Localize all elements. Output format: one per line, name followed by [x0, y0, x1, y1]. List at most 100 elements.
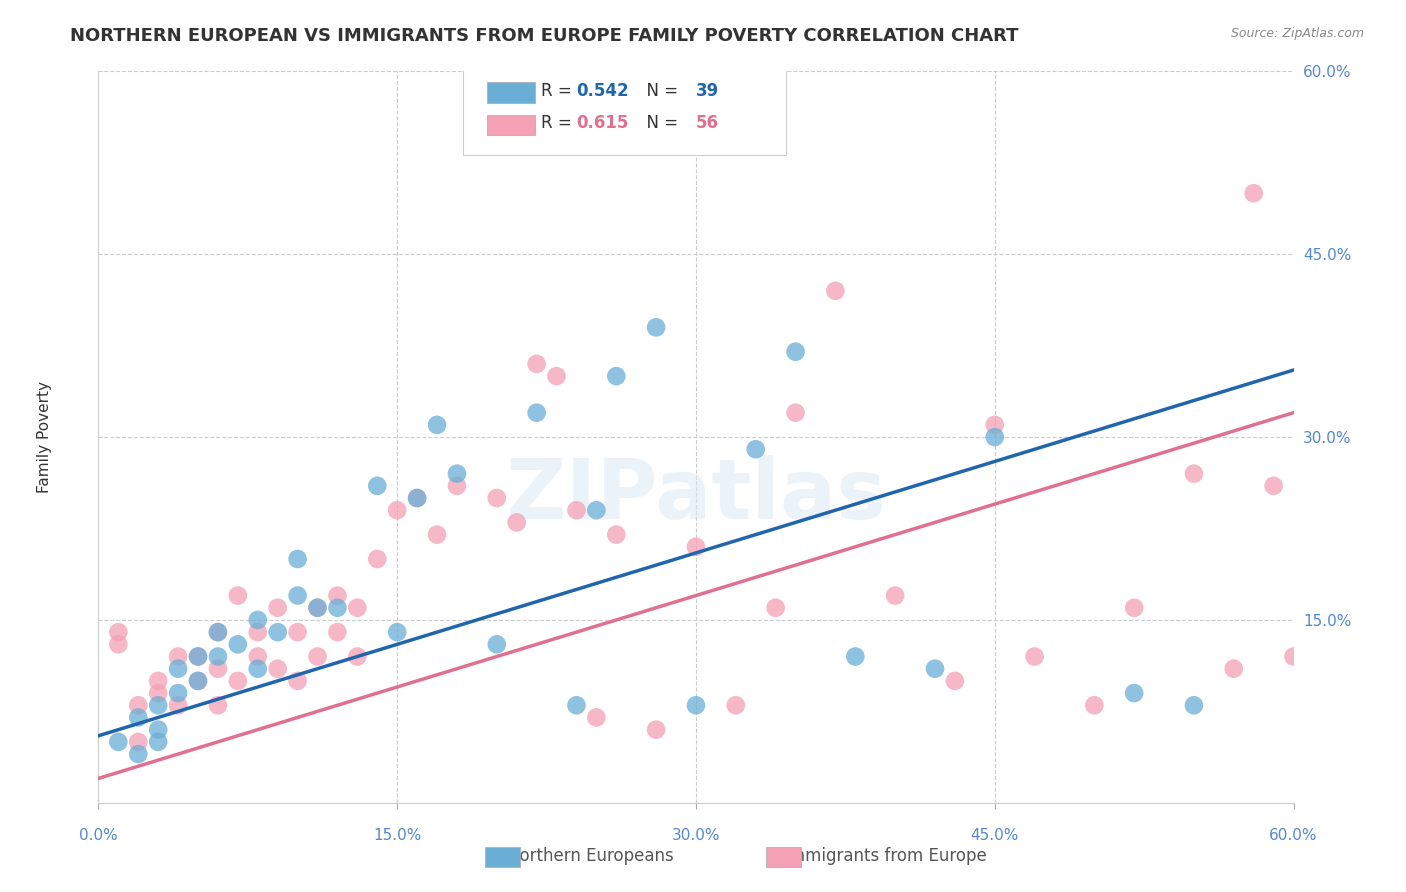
Point [1222, 662, 1246, 676]
Point [685, 698, 707, 713]
Point [446, 479, 468, 493]
Point [943, 673, 966, 688]
Text: Immigrants from Europe: Immigrants from Europe [785, 847, 987, 865]
Point [107, 625, 129, 640]
Point [246, 662, 269, 676]
Point [1182, 467, 1205, 481]
Point [127, 698, 149, 713]
Point [226, 673, 249, 688]
Point [1182, 698, 1205, 713]
Point [406, 491, 429, 505]
Text: 0.542: 0.542 [576, 82, 628, 100]
Point [107, 637, 129, 651]
Point [645, 723, 668, 737]
Point [246, 613, 269, 627]
Point [187, 649, 209, 664]
Point [924, 662, 946, 676]
Text: R =: R = [540, 113, 576, 131]
Text: 15.0%: 15.0% [373, 829, 422, 844]
Point [287, 673, 309, 688]
Point [385, 503, 409, 517]
Point [1243, 186, 1265, 201]
Point [287, 589, 309, 603]
Point [148, 673, 170, 688]
Point [226, 589, 249, 603]
Text: 0.0%: 0.0% [79, 829, 118, 844]
Point [824, 284, 846, 298]
Point [605, 369, 627, 384]
Point [565, 698, 588, 713]
Point [267, 662, 290, 676]
Point [167, 698, 190, 713]
Point [485, 637, 508, 651]
Point [546, 369, 568, 384]
Point [148, 735, 170, 749]
Text: N =: N = [637, 113, 683, 131]
FancyBboxPatch shape [486, 82, 534, 103]
Text: 0.615: 0.615 [576, 113, 628, 131]
Point [127, 735, 149, 749]
Text: NORTHERN EUROPEAN VS IMMIGRANTS FROM EUROPE FAMILY POVERTY CORRELATION CHART: NORTHERN EUROPEAN VS IMMIGRANTS FROM EUR… [70, 27, 1019, 45]
Point [526, 357, 548, 371]
Point [446, 467, 468, 481]
Point [526, 406, 548, 420]
Point [426, 527, 449, 541]
Point [585, 503, 607, 517]
FancyBboxPatch shape [463, 68, 786, 155]
Point [326, 589, 349, 603]
Point [246, 649, 269, 664]
Point [167, 686, 190, 700]
Text: Northern Europeans: Northern Europeans [508, 847, 673, 865]
Point [724, 698, 747, 713]
Point [585, 710, 607, 724]
Point [187, 673, 209, 688]
Point [326, 600, 349, 615]
Point [107, 735, 129, 749]
Point [984, 430, 1007, 444]
FancyBboxPatch shape [486, 114, 534, 135]
Point [685, 540, 707, 554]
Point [765, 600, 787, 615]
Point [884, 589, 907, 603]
Point [207, 662, 229, 676]
Point [307, 649, 329, 664]
Point [844, 649, 866, 664]
Point [366, 479, 388, 493]
Text: 39: 39 [696, 82, 720, 100]
Point [187, 673, 209, 688]
Text: R =: R = [540, 82, 576, 100]
Point [1282, 649, 1305, 664]
Point [148, 686, 170, 700]
Point [148, 723, 170, 737]
Point [385, 625, 409, 640]
Point [326, 625, 349, 640]
Point [287, 625, 309, 640]
Text: ZIPatlas: ZIPatlas [506, 455, 886, 536]
Point [167, 662, 190, 676]
Text: 60.0%: 60.0% [1270, 829, 1317, 844]
Point [226, 637, 249, 651]
Point [645, 320, 668, 334]
Point [207, 649, 229, 664]
Point [1083, 698, 1105, 713]
Point [346, 649, 368, 664]
Point [167, 649, 190, 664]
Point [127, 747, 149, 761]
Point [267, 600, 290, 615]
Point [207, 698, 229, 713]
Point [307, 600, 329, 615]
Point [207, 625, 229, 640]
Text: N =: N = [637, 82, 683, 100]
Point [485, 491, 508, 505]
Point [246, 625, 269, 640]
Point [207, 625, 229, 640]
Point [307, 600, 329, 615]
Point [1263, 479, 1285, 493]
Point [1024, 649, 1046, 664]
Point [785, 344, 807, 359]
Point [1123, 600, 1146, 615]
Point [267, 625, 290, 640]
Point [745, 442, 768, 457]
Point [426, 417, 449, 432]
Point [346, 600, 368, 615]
